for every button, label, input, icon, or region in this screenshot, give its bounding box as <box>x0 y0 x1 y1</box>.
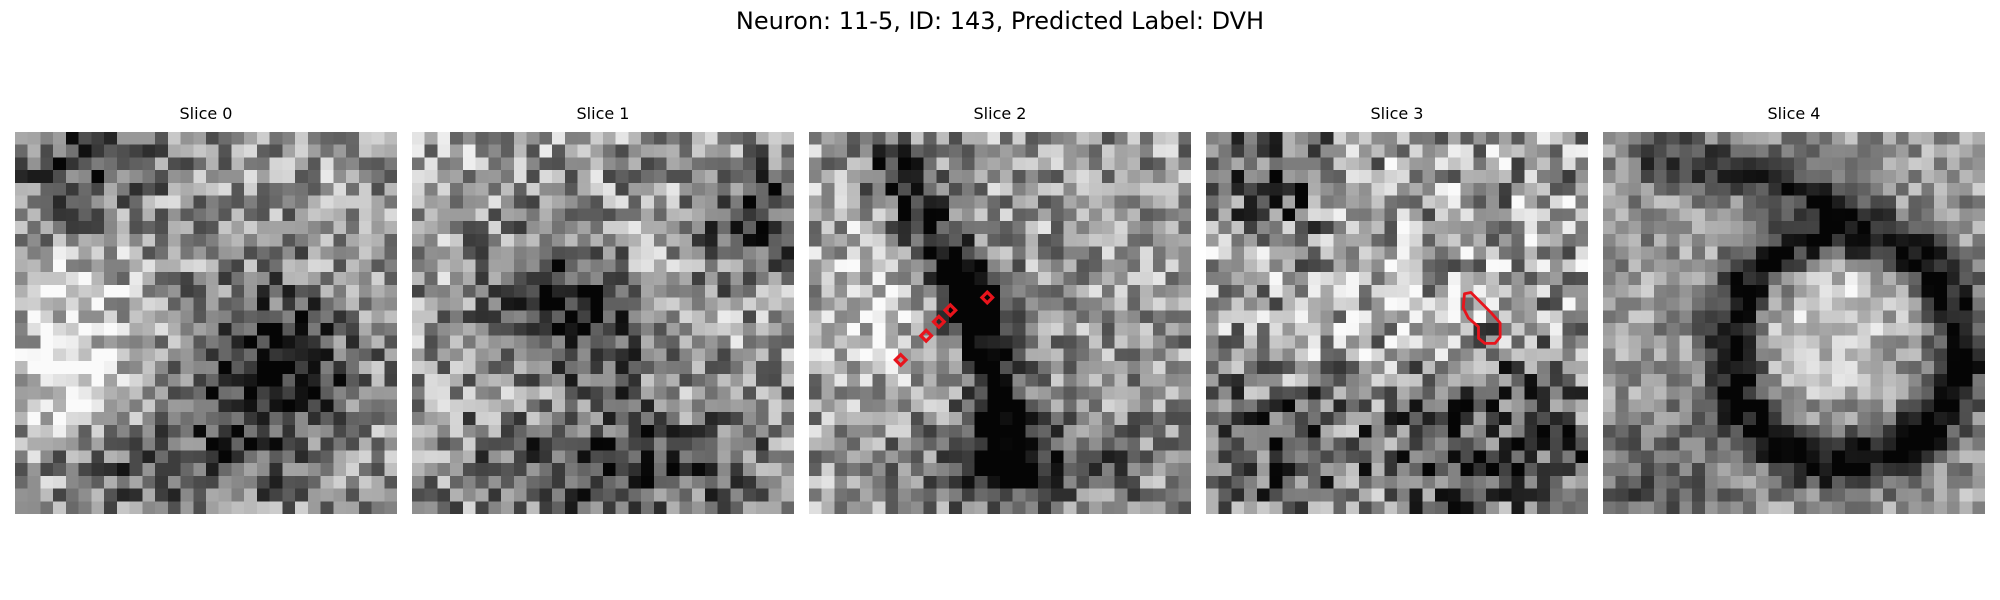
annotation-marker-2 <box>931 314 947 330</box>
slice-panel-4: Slice 4 <box>1603 104 1985 514</box>
slice-title-3: Slice 3 <box>1370 104 1424 123</box>
slice-image-1 <box>412 132 794 514</box>
slice-panel-1: Slice 1 <box>412 104 794 514</box>
slice-title-1: Slice 1 <box>576 104 630 123</box>
figure-title: Neuron: 11-5, ID: 143, Predicted Label: … <box>735 7 1265 35</box>
annotation-marker-0 <box>893 352 909 368</box>
slice-title-2: Slice 2 <box>973 104 1027 123</box>
slice-panel-2: Slice 2 <box>809 104 1191 514</box>
slice-title-0: Slice 0 <box>179 104 233 123</box>
slice-image-3 <box>1206 132 1588 514</box>
annotation-marker-3 <box>942 302 958 318</box>
slice-image-0 <box>15 132 397 514</box>
slice-panel-0: Slice 0 <box>15 104 397 514</box>
annotation-marker-1 <box>918 328 934 344</box>
slice-title-4: Slice 4 <box>1767 104 1821 123</box>
slice-panel-3: Slice 3 <box>1206 104 1588 514</box>
slice-image-4 <box>1603 132 1985 514</box>
segmentation-outline <box>1461 291 1502 345</box>
annotation-marker-4 <box>979 289 995 306</box>
slice-image-2 <box>809 132 1191 514</box>
